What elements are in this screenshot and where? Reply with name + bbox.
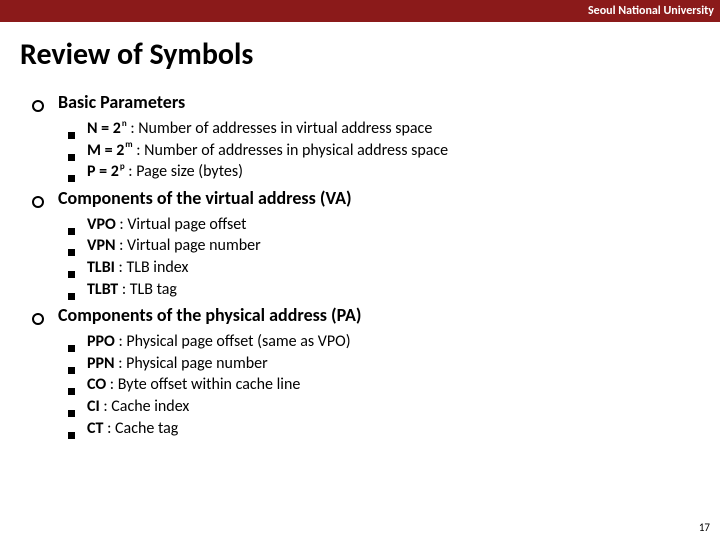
item-list: VPO : Virtual page offset VPN : Virtual … — [68, 214, 720, 300]
list-item: VPN : Virtual page number — [68, 235, 720, 257]
list-item: CO : Byte offset within cache line — [68, 374, 720, 396]
square-bullet-icon — [68, 271, 75, 278]
item-text: TLBT : TLB tag — [87, 279, 177, 301]
square-bullet-icon — [68, 132, 75, 139]
section-title: Basic Parameters — [58, 91, 185, 113]
square-bullet-icon — [68, 432, 75, 439]
ring-bullet-icon — [32, 100, 44, 112]
square-bullet-icon — [68, 367, 75, 374]
square-bullet-icon — [68, 249, 75, 256]
page-title: Review of Symbols — [20, 36, 720, 73]
page-number: 17 — [699, 521, 710, 534]
section-basic-parameters: Basic Parameters N = 2n : Number of addr… — [32, 91, 720, 183]
section-title: Components of the virtual address (VA) — [58, 187, 352, 209]
square-bullet-icon — [68, 410, 75, 417]
item-text: CI : Cache index — [87, 396, 189, 418]
list-item: M = 2m : Number of addresses in physical… — [68, 140, 720, 162]
content: Basic Parameters N = 2n : Number of addr… — [32, 91, 720, 439]
square-bullet-icon — [68, 388, 75, 395]
item-list: N = 2n : Number of addresses in virtual … — [68, 118, 720, 183]
list-item: N = 2n : Number of addresses in virtual … — [68, 118, 720, 140]
item-text: P = 2p : Page size (bytes) — [87, 161, 243, 183]
list-item: PPN : Physical page number — [68, 353, 720, 375]
square-bullet-icon — [68, 175, 75, 182]
item-text: VPN : Virtual page number — [87, 235, 261, 257]
list-item: PPO : Physical page offset (same as VPO) — [68, 331, 720, 353]
square-bullet-icon — [68, 345, 75, 352]
ring-bullet-icon — [32, 196, 44, 208]
section-head: Components of the physical address (PA) — [32, 304, 720, 326]
item-list: PPO : Physical page offset (same as VPO)… — [68, 331, 720, 439]
square-bullet-icon — [68, 293, 75, 300]
section-head: Components of the virtual address (VA) — [32, 187, 720, 209]
item-text: PPO : Physical page offset (same as VPO) — [87, 331, 351, 353]
item-text: N = 2n : Number of addresses in virtual … — [87, 118, 432, 140]
item-text: CO : Byte offset within cache line — [87, 374, 300, 396]
section-va-components: Components of the virtual address (VA) V… — [32, 187, 720, 300]
section-head: Basic Parameters — [32, 91, 720, 113]
list-item: P = 2p : Page size (bytes) — [68, 161, 720, 183]
section-pa-components: Components of the physical address (PA) … — [32, 304, 720, 439]
header-bar: Seoul National University — [0, 0, 720, 22]
ring-bullet-icon — [32, 313, 44, 325]
item-text: TLBI : TLB index — [87, 257, 188, 279]
list-item: CI : Cache index — [68, 396, 720, 418]
header-org: Seoul National University — [588, 4, 714, 18]
square-bullet-icon — [68, 228, 75, 235]
item-text: VPO : Virtual page offset — [87, 214, 246, 236]
item-text: CT : Cache tag — [87, 418, 178, 440]
square-bullet-icon — [68, 154, 75, 161]
item-text: PPN : Physical page number — [87, 353, 268, 375]
item-text: M = 2m : Number of addresses in physical… — [87, 140, 448, 162]
list-item: VPO : Virtual page offset — [68, 214, 720, 236]
list-item: TLBT : TLB tag — [68, 279, 720, 301]
list-item: CT : Cache tag — [68, 418, 720, 440]
section-title: Components of the physical address (PA) — [58, 304, 362, 326]
list-item: TLBI : TLB index — [68, 257, 720, 279]
